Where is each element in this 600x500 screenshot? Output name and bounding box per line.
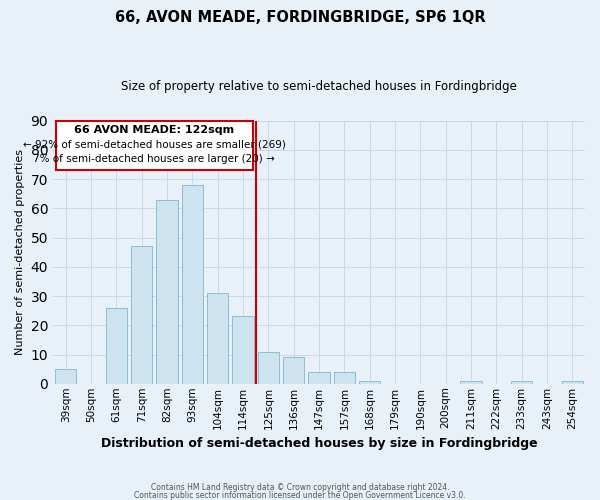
- Bar: [232, 316, 254, 384]
- Bar: [55, 369, 76, 384]
- Text: 7% of semi-detached houses are larger (20) →: 7% of semi-detached houses are larger (2…: [34, 154, 275, 164]
- Bar: [156, 200, 178, 384]
- Bar: [182, 185, 203, 384]
- Bar: [106, 308, 127, 384]
- Text: Contains public sector information licensed under the Open Government Licence v3: Contains public sector information licen…: [134, 492, 466, 500]
- Bar: [207, 293, 229, 384]
- Bar: [308, 372, 330, 384]
- Bar: [257, 352, 279, 384]
- FancyBboxPatch shape: [56, 120, 253, 170]
- Text: Contains HM Land Registry data © Crown copyright and database right 2024.: Contains HM Land Registry data © Crown c…: [151, 483, 449, 492]
- Title: Size of property relative to semi-detached houses in Fordingbridge: Size of property relative to semi-detach…: [121, 80, 517, 93]
- Bar: [359, 381, 380, 384]
- Bar: [283, 358, 304, 384]
- Bar: [511, 381, 532, 384]
- Bar: [460, 381, 482, 384]
- Bar: [334, 372, 355, 384]
- Text: ← 92% of semi-detached houses are smaller (269): ← 92% of semi-detached houses are smalle…: [23, 140, 286, 149]
- Text: 66, AVON MEADE, FORDINGBRIDGE, SP6 1QR: 66, AVON MEADE, FORDINGBRIDGE, SP6 1QR: [115, 10, 485, 25]
- Y-axis label: Number of semi-detached properties: Number of semi-detached properties: [15, 149, 25, 355]
- Bar: [562, 381, 583, 384]
- X-axis label: Distribution of semi-detached houses by size in Fordingbridge: Distribution of semi-detached houses by …: [101, 437, 538, 450]
- Bar: [131, 246, 152, 384]
- Text: 66 AVON MEADE: 122sqm: 66 AVON MEADE: 122sqm: [74, 126, 235, 136]
